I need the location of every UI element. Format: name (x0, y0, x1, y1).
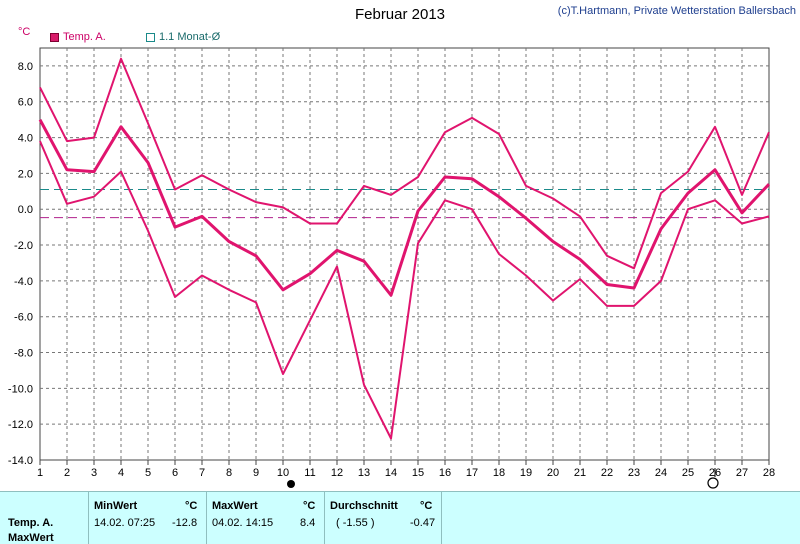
x-tick-label: 10 (277, 467, 289, 479)
stats-min-value: -12.8 (172, 517, 198, 529)
x-tick-label: 14 (385, 467, 397, 479)
x-tick-label: 25 (682, 467, 694, 479)
temperature-chart: 8.0 6.0 4.0 2.0 0.0 -2.0 -4.0 -6.0 -8.0 -10.0 -12.… (8, 47, 775, 489)
stats-row-label-max: MaxWert (8, 532, 54, 544)
x-tick-label: 20 (547, 467, 559, 479)
legend-item-temp: Temp. A. (50, 31, 106, 43)
x-tick-label: 3 (91, 467, 97, 479)
stats-average-value: -0.47 (410, 517, 436, 529)
x-tick-label: 8 (226, 467, 232, 479)
stats-max-value: 8.4 (300, 517, 316, 529)
chart-title: Februar 2013 (354, 6, 446, 23)
legend-label-average: 1.1 Monat-Ø (159, 31, 221, 43)
legend-swatch-average (146, 32, 155, 42)
x-tick-label: 23 (628, 467, 640, 479)
legend-label-temp: Temp. A. (63, 31, 106, 43)
y-tick-label: -14.0 (8, 455, 33, 467)
x-tick-label: 11 (304, 467, 315, 479)
filled-circle-marker (287, 480, 295, 488)
x-tick-label: 18 (493, 467, 505, 479)
x-tick-label: 17 (466, 467, 478, 479)
y-tick-label: 2.0 (18, 168, 33, 180)
x-tick-label: 4 (118, 467, 124, 479)
x-tick-label: 2 (64, 467, 70, 479)
y-axis-unit: °C (18, 26, 31, 38)
x-tick-label: 1 (37, 467, 43, 479)
x-tick-label: 19 (520, 467, 532, 479)
credit-text: (c)T.Hartmann, Private Wetterstation Bal… (557, 5, 796, 17)
stats-divider (88, 492, 89, 544)
x-tick-label: 28 (763, 467, 775, 479)
stats-unit-min: °C (185, 500, 198, 512)
x-tick-label: 5 (145, 467, 151, 479)
stats-unit-max: °C (303, 500, 316, 512)
stats-header-average: Durchschnitt (330, 500, 398, 512)
stats-divider (441, 492, 442, 544)
y-tick-label: -4.0 (14, 276, 33, 288)
y-tick-label: 6.0 (18, 97, 33, 109)
x-tick-label: 7 (199, 467, 205, 479)
series-line-mean (38, 118, 771, 297)
x-tick-label: 6 (172, 467, 178, 479)
y-tick-label: -12.0 (8, 419, 33, 431)
x-tick-label: 24 (655, 467, 667, 479)
stats-header-min: MinWert (94, 500, 138, 512)
legend-item-average: 1.1 Monat-Ø (146, 31, 220, 43)
y-tick-label: 4.0 (18, 133, 33, 145)
x-tick-label: 12 (331, 467, 343, 479)
x-tick-label: 13 (358, 467, 370, 479)
y-tick-label: 8.0 (18, 61, 33, 73)
open-circle-marker (707, 477, 719, 489)
y-tick-label: -6.0 (14, 312, 33, 324)
stats-average-paren: ( -1.55 ) (336, 517, 375, 529)
stats-divider (206, 492, 207, 544)
x-tick-label: 15 (412, 467, 424, 479)
x-tick-label: 21 (574, 467, 586, 479)
x-tick-label: 27 (736, 467, 748, 479)
stats-unit-average: °C (420, 500, 433, 512)
legend-swatch-temp (50, 32, 59, 42)
y-tick-label: -8.0 (14, 348, 33, 360)
stats-max-time: 04.02. 14:15 (212, 517, 274, 529)
x-tick-label: 22 (601, 467, 613, 479)
x-tick-label: 9 (253, 467, 259, 479)
y-tick-label: -2.0 (14, 240, 33, 252)
stats-divider (324, 492, 325, 544)
y-tick-label: -10.0 (8, 383, 33, 395)
series-line-min (39, 140, 770, 440)
x-tick-label: 16 (439, 467, 451, 479)
series-line-max (39, 57, 770, 270)
statistics-panel: Temp. A. MaxWert MinWert °C 14.02. 07:25… (0, 491, 800, 544)
stats-header-max: MaxWert (212, 500, 258, 512)
stats-row-label-temp: Temp. A. (8, 517, 54, 529)
y-tick-label: 0.0 (18, 204, 33, 216)
stats-min-time: 14.02. 07:25 (94, 517, 156, 529)
